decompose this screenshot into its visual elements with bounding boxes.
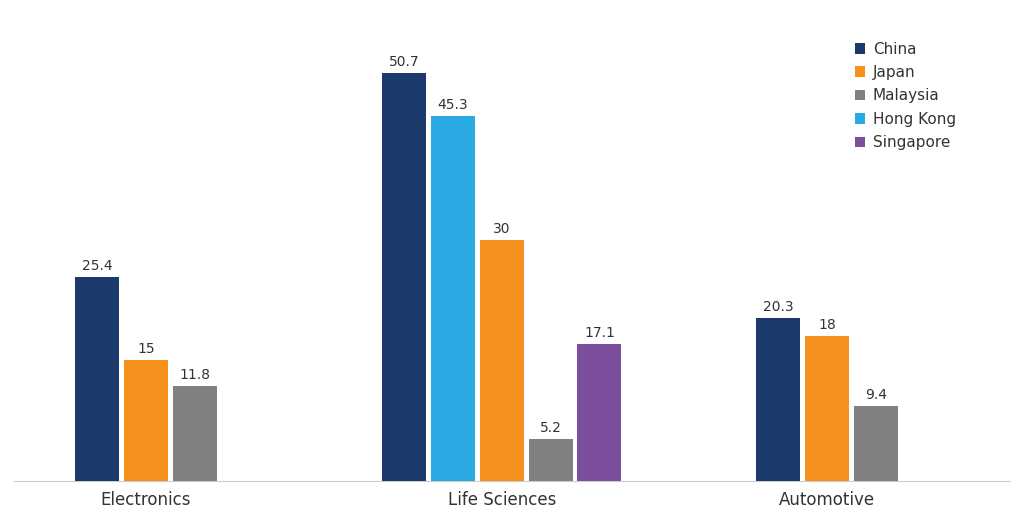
Text: 15: 15 [137, 343, 155, 357]
Text: 5.2: 5.2 [540, 422, 561, 436]
Bar [480, 240, 524, 481]
Bar [124, 360, 168, 481]
Text: 50.7: 50.7 [389, 55, 420, 69]
Text: 11.8: 11.8 [179, 368, 210, 382]
Legend: China, Japan, Malaysia, Hong Kong, Singapore: China, Japan, Malaysia, Hong Kong, Singa… [849, 36, 963, 156]
Bar [173, 386, 217, 481]
Bar [76, 277, 119, 481]
Text: 18: 18 [818, 319, 836, 332]
Text: 9.4: 9.4 [865, 388, 887, 402]
Text: 30: 30 [494, 222, 511, 235]
Text: 20.3: 20.3 [763, 300, 794, 314]
Bar [757, 318, 801, 481]
Bar [431, 116, 475, 481]
Bar [805, 336, 849, 481]
Text: 25.4: 25.4 [82, 259, 113, 272]
Text: 17.1: 17.1 [584, 325, 614, 339]
Bar [528, 439, 572, 481]
Text: 45.3: 45.3 [437, 98, 468, 112]
Bar [854, 406, 898, 481]
Bar [382, 73, 426, 481]
Bar [578, 344, 622, 481]
